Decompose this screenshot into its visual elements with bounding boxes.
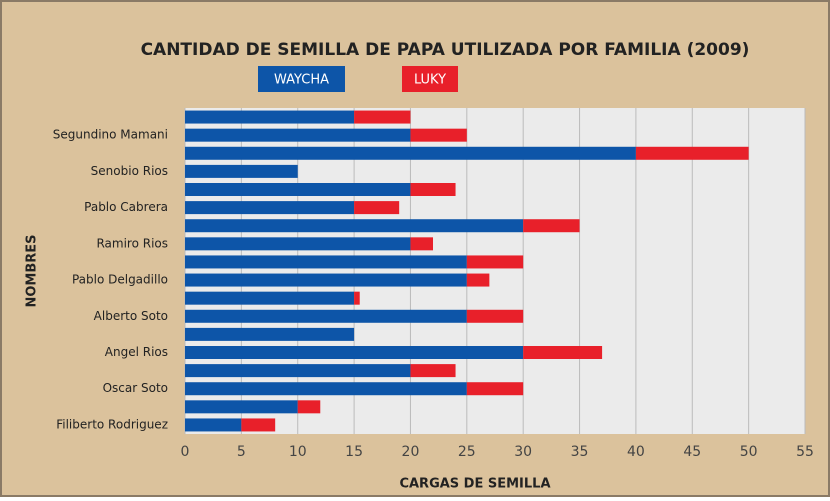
y-tick-label: Pablo Cabrera — [84, 200, 168, 214]
bar-segment — [185, 255, 467, 269]
y-tick-label: Oscar Soto — [103, 381, 168, 395]
bar-segment — [185, 201, 355, 215]
legend-label: LUKY — [414, 73, 446, 88]
bar-segment — [523, 219, 580, 233]
bar-segment — [185, 346, 524, 359]
y-axis-label: NOMBRES — [25, 234, 40, 307]
bar-segment — [185, 291, 355, 305]
bar-segment — [410, 128, 467, 142]
y-tick-label: Ramiro Rios — [96, 236, 168, 250]
legend-swatch — [258, 66, 345, 92]
x-tick-label: 25 — [458, 444, 476, 460]
bar-segment — [185, 219, 524, 233]
x-tick-label: 50 — [740, 444, 758, 460]
bar-segment — [410, 237, 433, 251]
bar-segment — [185, 237, 411, 251]
legend-swatch — [402, 66, 458, 92]
bar-segment — [410, 183, 456, 196]
y-tick-label: Filiberto Rodriguez — [56, 417, 168, 431]
x-tick-label: 10 — [289, 444, 307, 460]
x-axis-label: CARGAS DE SEMILLA — [399, 477, 550, 492]
x-tick-label: 45 — [683, 444, 701, 460]
y-tick-label: Pablo Delgadillo — [72, 273, 168, 287]
bar-segment — [185, 146, 636, 160]
bar-segment — [466, 273, 490, 287]
bar-segment — [185, 364, 411, 378]
bar-segment — [354, 110, 411, 124]
bar-segment — [185, 309, 467, 323]
bar-segment — [354, 201, 400, 215]
bar-segment — [466, 255, 524, 269]
x-tick-label: 5 — [237, 444, 246, 460]
bar-segment — [185, 400, 298, 414]
bar-segment — [241, 418, 276, 432]
chart-title: CANTIDAD DE SEMILLA DE PAPA UTILIZADA PO… — [141, 40, 750, 60]
bar-segment — [185, 382, 467, 396]
bar-segment — [466, 309, 524, 323]
y-tick-label: Alberto Soto — [94, 309, 168, 323]
y-tick-label: Segundino Mamani — [53, 128, 168, 142]
x-tick-label: 15 — [345, 444, 363, 460]
bar-segment — [410, 364, 456, 378]
x-tick-label: 0 — [181, 444, 190, 460]
bar-segment — [635, 146, 749, 160]
x-tick-label: 55 — [796, 444, 814, 460]
bar-segment — [185, 128, 411, 142]
bar-segment — [185, 183, 411, 196]
legend-label: WAYCHA — [274, 73, 329, 88]
bar-segment — [466, 382, 524, 396]
x-tick-label: 20 — [402, 444, 420, 460]
bar-segment — [523, 346, 603, 359]
bar-segment — [354, 291, 360, 305]
bar-segment — [185, 110, 355, 124]
bar-segment — [297, 400, 321, 414]
y-tick-label: Senobio Rios — [91, 164, 168, 178]
bar-segment — [185, 327, 355, 341]
y-tick-label: Angel Rios — [105, 345, 168, 359]
plot-area — [185, 108, 805, 434]
bar-segment — [185, 273, 467, 287]
bar-segment — [185, 418, 242, 432]
x-tick-label: 30 — [514, 444, 532, 460]
x-tick-label: 40 — [627, 444, 645, 460]
x-tick-label: 35 — [571, 444, 589, 460]
bar-segment — [185, 164, 298, 178]
